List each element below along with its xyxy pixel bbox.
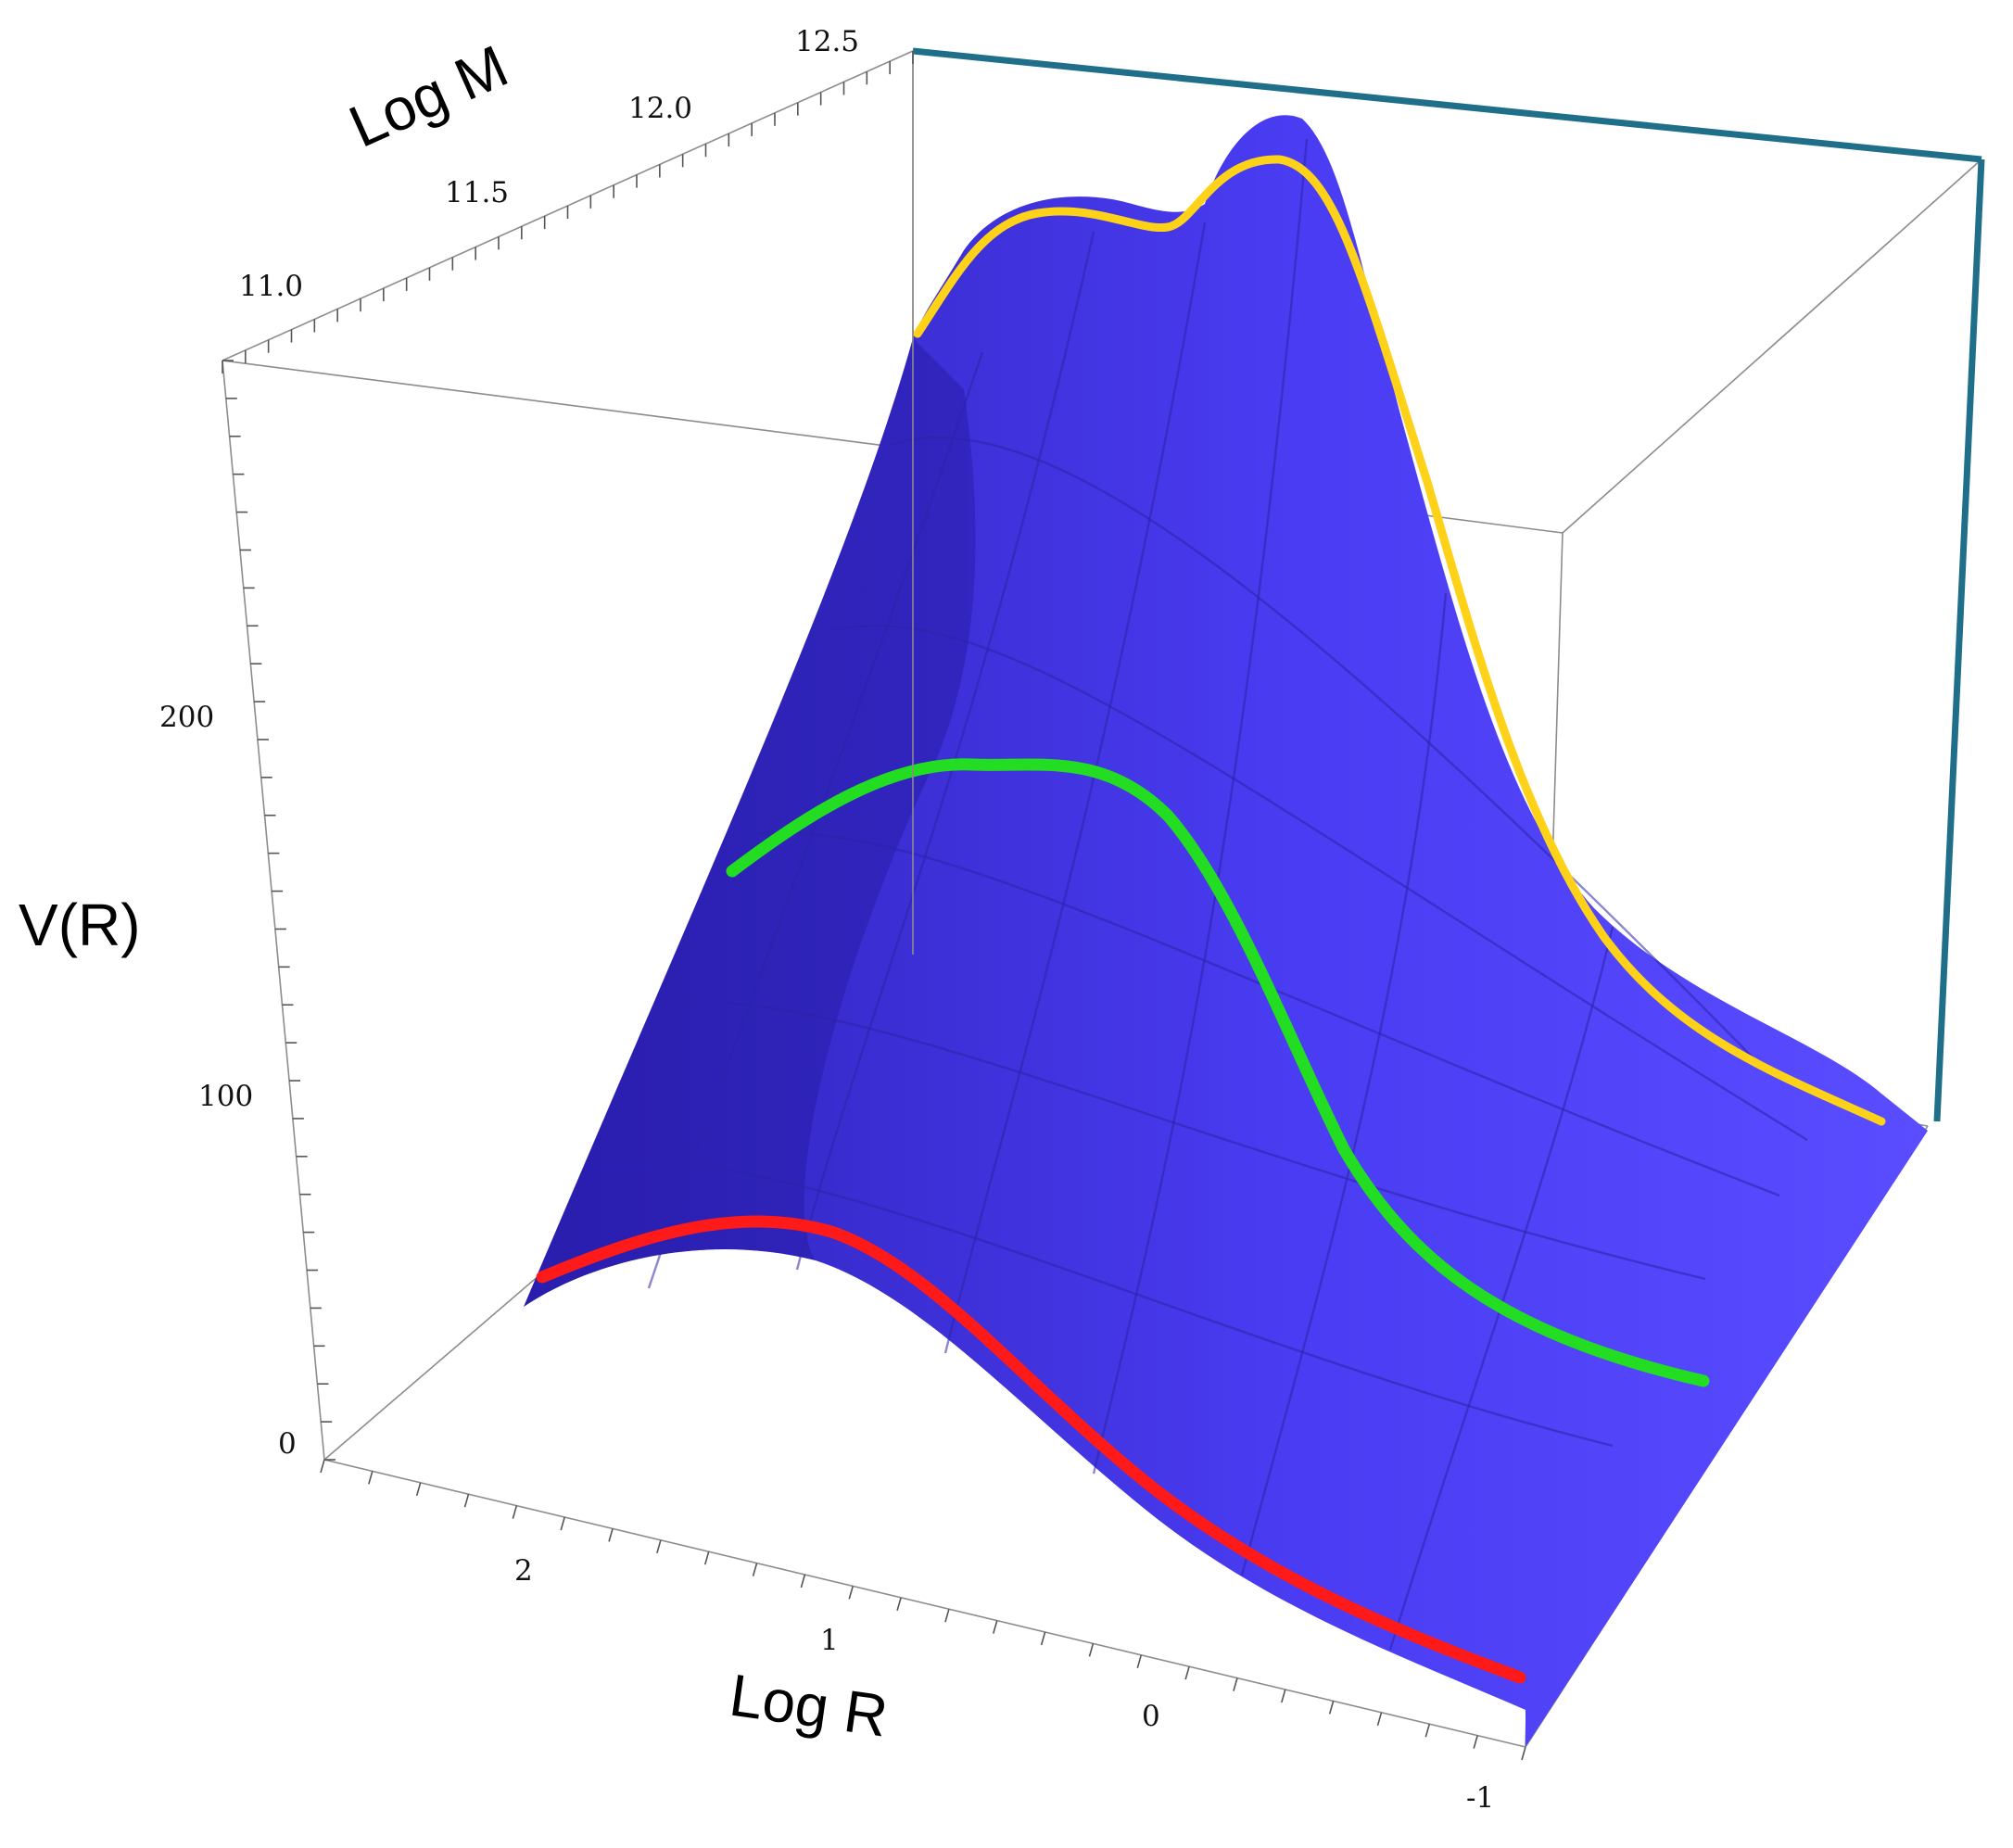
curve-yellow (913, 155, 1886, 1126)
grid-line (943, 222, 1207, 1354)
log-r-tick (1184, 1665, 1190, 1680)
log-m-tick-label: 11.0 (239, 270, 303, 303)
grid-line (795, 231, 1095, 1271)
box-edge-highlight (1933, 158, 1985, 1122)
grid-line (750, 831, 1780, 1197)
grid-line (592, 1157, 1614, 1448)
log-r-tick (800, 1574, 806, 1589)
log-r-tick (463, 1493, 470, 1508)
box-edge (323, 1459, 1526, 1748)
box-edge (222, 360, 325, 1461)
log-r-tick (752, 1563, 758, 1576)
grid-line (1240, 592, 1448, 1576)
log-m-tick-label: 12.5 (795, 25, 859, 58)
box-edge (1562, 158, 1982, 534)
log-r-tick (703, 1551, 710, 1565)
grid-line (666, 999, 1706, 1281)
grid-line (647, 351, 984, 1289)
surface-shade (524, 338, 976, 1307)
log-r-tick (1328, 1701, 1335, 1715)
grid-line (1388, 926, 1614, 1651)
log-r-tick (1136, 1654, 1143, 1669)
log-r-tick (1473, 1735, 1478, 1749)
v-axis-title: V(R) (19, 892, 141, 958)
curves (536, 155, 1886, 1684)
v-tick-label: 200 (159, 701, 214, 734)
curve-green (726, 758, 1710, 1387)
log-r-tick (848, 1586, 855, 1600)
v-tick-label: 100 (198, 1080, 253, 1113)
curve-red (536, 1215, 1526, 1684)
log-r-tick (896, 1597, 902, 1612)
tick-marks (222, 51, 1526, 1761)
log-r-tick (1040, 1631, 1046, 1646)
log-r-tick (1088, 1643, 1095, 1657)
log-r-tick (1376, 1712, 1383, 1727)
surface (524, 115, 1928, 1747)
log-r-tick-label: 1 (820, 1624, 839, 1657)
log-r-tick (992, 1620, 998, 1634)
log-r-tick (560, 1516, 565, 1531)
log-r-tick (656, 1539, 662, 1554)
log-r-tick (1424, 1723, 1431, 1738)
log-r-tick (320, 1459, 325, 1474)
bounding-box-front (912, 47, 1985, 1122)
log-r-tick (368, 1471, 373, 1485)
log-r-tick (1233, 1677, 1238, 1691)
log-r-tick (415, 1482, 422, 1497)
log-m-tick-label: 12.0 (628, 92, 692, 125)
log-r-tick (1521, 1746, 1526, 1761)
log-r-axis-title: Log R (726, 1662, 892, 1750)
log-r-tick-label: -1 (1466, 1781, 1494, 1815)
log-r-tick (1281, 1689, 1286, 1703)
v-tick-label: 0 (278, 1427, 297, 1461)
log-r-tick (608, 1528, 614, 1542)
log-m-tick-label: 11.5 (445, 176, 509, 209)
box-edge-highlight (912, 47, 1982, 163)
log-r-tick-label: 0 (1142, 1700, 1160, 1733)
log-r-tick-label: 2 (514, 1554, 533, 1588)
log-m-axis: 11.0 11.5 12.0 12.5 Log M (239, 25, 859, 303)
grid-line (1092, 138, 1309, 1475)
v-axis: 200 100 0 V(R) (19, 701, 297, 1461)
log-r-tick (512, 1505, 518, 1519)
log-r-tick (944, 1608, 950, 1623)
log-m-axis-title: Log M (339, 32, 517, 160)
